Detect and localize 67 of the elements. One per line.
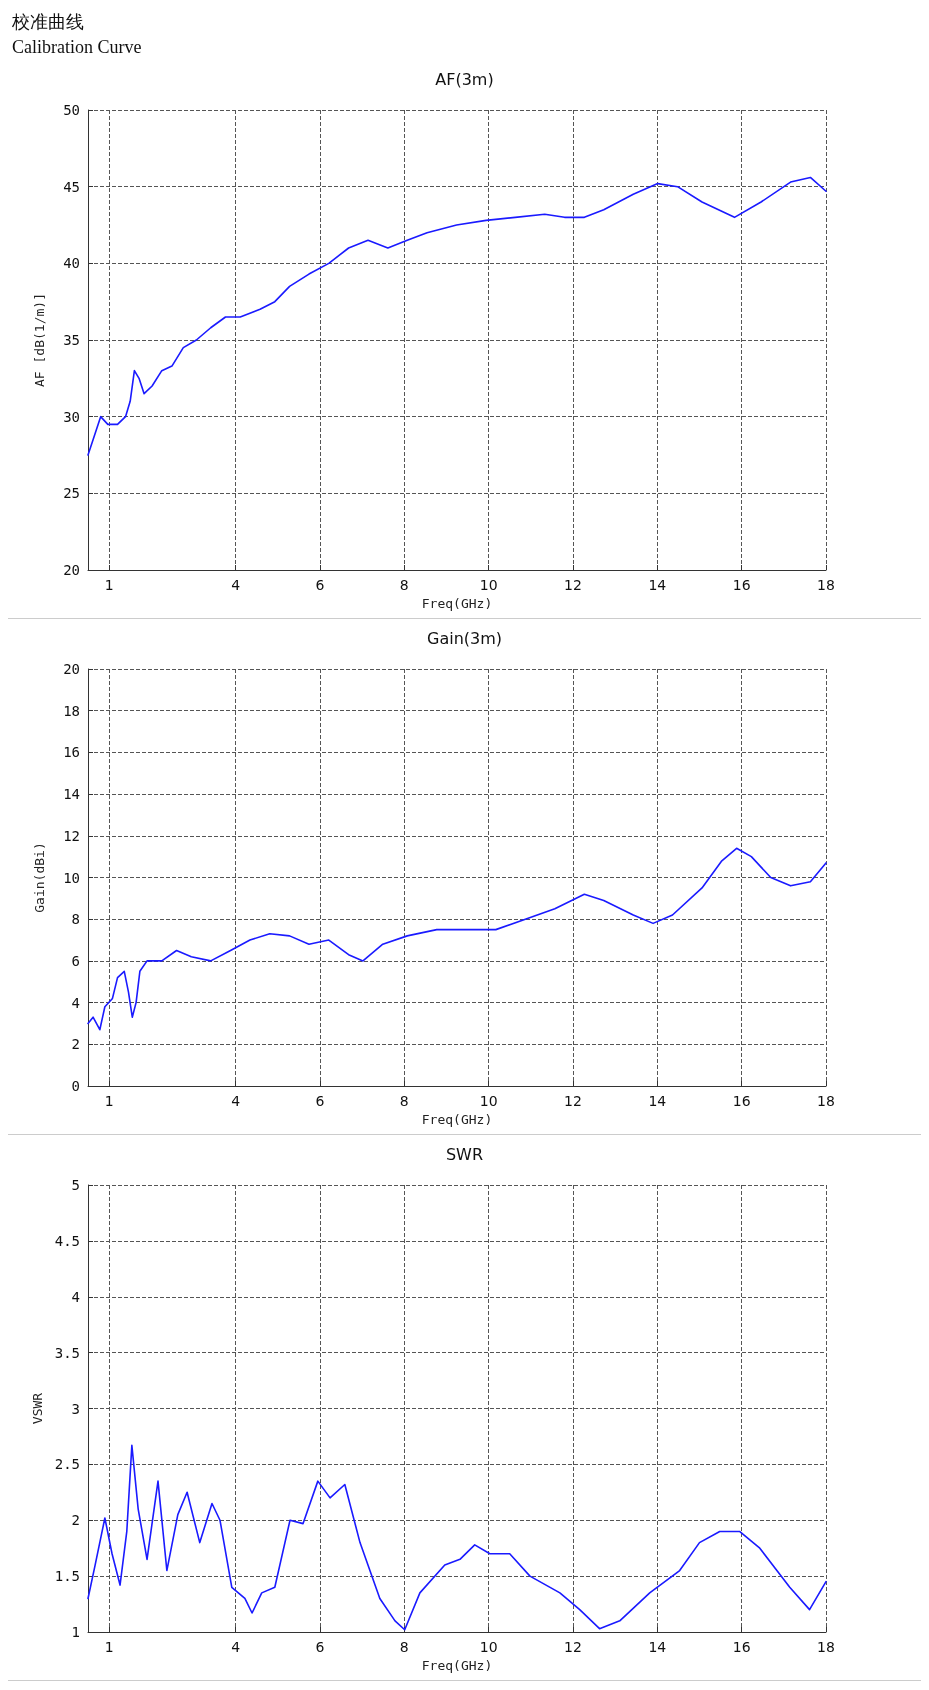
x-tick-label: 4 xyxy=(231,1093,241,1109)
y-tick-label: 35 xyxy=(63,332,80,348)
y-tick-label: 45 xyxy=(63,178,80,195)
y-tick-label: 4 xyxy=(71,1288,80,1305)
x-tick-label: 14 xyxy=(648,1639,667,1655)
y-tick-label: 1.5 xyxy=(54,1568,80,1585)
x-axis-title: Freq(GHz) xyxy=(421,1657,493,1673)
x-tick-label: 18 xyxy=(817,1639,835,1655)
y-tick-label: 3.5 xyxy=(54,1344,80,1361)
x-tick-label: 8 xyxy=(399,577,409,593)
y-axis-title: VSWR xyxy=(29,1392,45,1425)
x-tick-label: 16 xyxy=(732,1639,751,1655)
y-tick-label: 6 xyxy=(71,952,80,969)
line-series xyxy=(87,847,827,1031)
x-axis-title: Freq(GHz) xyxy=(421,1111,493,1127)
y-tick-label: 20 xyxy=(63,661,80,677)
chart-title: Gain(3m) xyxy=(426,628,503,648)
y-tick-label: 2 xyxy=(71,1512,80,1529)
x-tick-label: 8 xyxy=(399,1093,409,1109)
y-tick-label: 50 xyxy=(63,102,80,118)
y-tick-label: 8 xyxy=(71,911,80,928)
y-tick-label: 5 xyxy=(71,1177,80,1193)
chart-title: SWR xyxy=(445,1144,484,1164)
x-tick-label: 12 xyxy=(564,1639,582,1655)
x-tick-label: 12 xyxy=(564,1093,582,1109)
y-tick-label: 1 xyxy=(71,1624,80,1640)
line-series xyxy=(87,176,827,456)
x-tick-label: 14 xyxy=(648,1093,667,1109)
y-tick-label: 14 xyxy=(63,786,80,803)
x-tick-label: 6 xyxy=(315,577,325,593)
y-tick-label: 2 xyxy=(71,1036,80,1053)
x-tick-label: 1 xyxy=(104,1639,114,1655)
y-tick-label: 12 xyxy=(63,827,80,844)
y-tick-label: 10 xyxy=(63,869,80,886)
y-tick-label: 40 xyxy=(63,255,80,272)
x-tick-label: 8 xyxy=(399,1639,409,1655)
y-tick-label: 18 xyxy=(63,702,80,719)
text: 校准曲线 xyxy=(11,10,84,32)
x-tick-label: 1 xyxy=(104,1093,114,1109)
y-tick-label: 2.5 xyxy=(54,1456,80,1473)
y-tick-label: 4.5 xyxy=(54,1232,80,1249)
x-tick-label: 16 xyxy=(732,577,751,593)
x-axis-title: Freq(GHz) xyxy=(421,595,493,611)
y-tick-label: 4 xyxy=(71,994,80,1011)
x-tick-label: 18 xyxy=(817,1093,835,1109)
x-tick-label: 14 xyxy=(648,577,667,593)
y-tick-label: 30 xyxy=(63,408,80,425)
x-tick-label: 10 xyxy=(479,1093,498,1109)
y-tick-label: 20 xyxy=(63,562,80,578)
y-axis-title: AF [dB(1/m)] xyxy=(32,293,47,387)
y-tick-label: 0 xyxy=(71,1078,80,1094)
x-tick-label: 1 xyxy=(104,577,114,593)
chart-title: AF(3m) xyxy=(435,69,494,89)
text: Calibration Curve xyxy=(12,37,142,57)
x-tick-label: 6 xyxy=(315,1093,325,1109)
x-tick-label: 10 xyxy=(479,577,498,593)
x-tick-label: 12 xyxy=(564,577,582,593)
y-tick-label: 16 xyxy=(63,744,80,761)
x-tick-label: 18 xyxy=(817,577,835,593)
x-tick-label: 16 xyxy=(732,1093,751,1109)
y-axis-title: Gain(dBi) xyxy=(32,842,47,913)
x-tick-label: 10 xyxy=(479,1639,498,1655)
x-tick-label: 4 xyxy=(231,1639,241,1655)
x-tick-label: 4 xyxy=(231,577,241,593)
x-tick-label: 6 xyxy=(315,1639,325,1655)
y-tick-label: 3 xyxy=(71,1400,80,1417)
y-tick-label: 25 xyxy=(63,485,80,502)
